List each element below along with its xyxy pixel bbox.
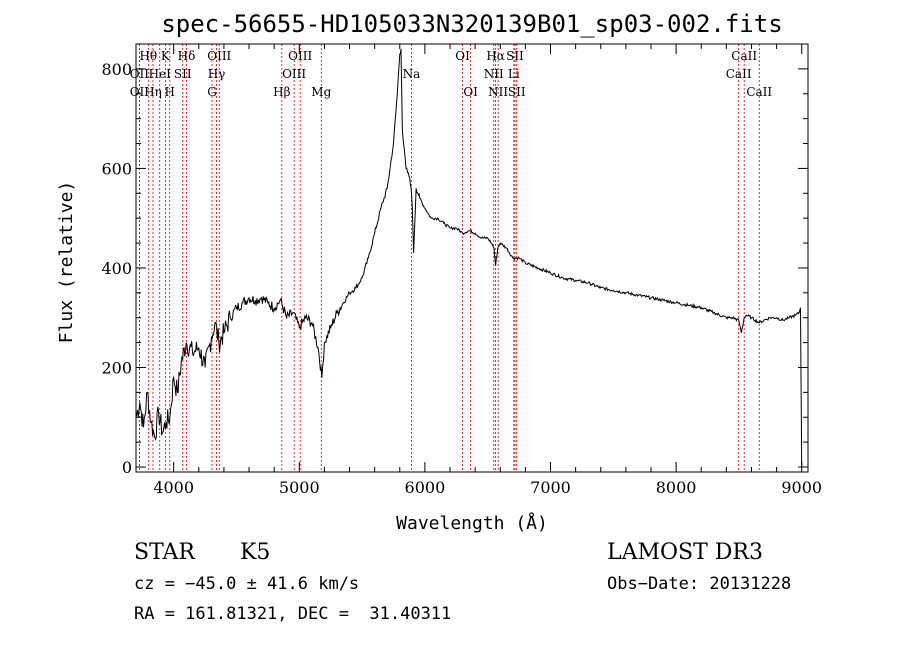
x-tick-label: 9000 [781,478,822,497]
emission-line-label: OIII [207,49,231,63]
emission-line-label: OIII [282,67,306,81]
emission-line-label: Na [403,67,421,81]
emission-line-label: CaII [726,67,752,81]
x-tick-label: 8000 [656,478,697,497]
emission-line-label: OII [130,67,150,81]
y-tick-label: 600 [101,159,132,178]
emission-line-label: Hη [144,85,162,99]
emission-line-markers [138,44,760,472]
emission-line-label: NII [484,67,504,81]
emission-line-label: Hδ [178,49,196,63]
emission-line-label: SII [174,67,192,81]
coordinates-text: RA = 161.81321, DEC = 31.40311 [134,604,452,624]
emission-line-label: Hβ [273,85,290,99]
emission-line-label: Hα [486,49,505,63]
emission-line-label: CaII [731,49,757,63]
emission-line-label: K [161,49,171,63]
subclass-text: K5 [240,540,271,565]
emission-line-label: HeI [149,67,172,81]
emission-line-label: Mg [311,85,331,99]
emission-line-label: H [165,85,175,99]
y-axis-ticks: 0 200 400 600 800 [101,60,808,477]
emission-line-label: Hγ [208,67,226,81]
survey-text: LAMOST DR3 [607,540,763,565]
spectrum-line [135,48,803,468]
y-tick-label: 0 [122,458,132,477]
emission-line-label: Li [508,67,520,81]
y-tick-label: 800 [101,60,132,79]
obs-date-text: Obs−Date: 20131228 [607,574,792,594]
emission-line-label: NII [488,85,508,99]
emission-line-label: OI [463,85,478,99]
emission-line-label: Hθ [139,49,157,63]
emission-line-label: OII [130,85,150,99]
emission-line-label: OI [455,49,470,63]
x-tick-label: 7000 [530,478,571,497]
y-axis-label: Flux (relative) [56,181,77,344]
emission-line-label: OIII [288,49,312,63]
x-tick-label: 6000 [405,478,446,497]
x-tick-label: 4000 [153,478,194,497]
classification-text: STAR [134,540,195,565]
y-tick-label: 400 [101,259,132,278]
emission-line-label: CaII [746,85,772,99]
x-axis-ticks: 4000 5000 6000 7000 8000 9000 [153,44,822,497]
x-axis-label: Wavelength (Å) [396,512,548,534]
redshift-text: cz = −45.0 ± 41.6 km/s [134,574,360,594]
plot-frame [135,43,809,473]
y-tick-label: 200 [101,358,132,377]
emission-line-label: G [207,85,217,99]
chart-title: spec-56655-HD105033N320139B01_sp03-002.f… [161,10,782,38]
spectrum-chart: spec-56655-HD105033N320139B01_sp03-002.f… [56,10,822,534]
emission-line-label: SII [506,49,524,63]
x-tick-label: 5000 [279,478,320,497]
emission-line-label: SII [508,85,526,99]
